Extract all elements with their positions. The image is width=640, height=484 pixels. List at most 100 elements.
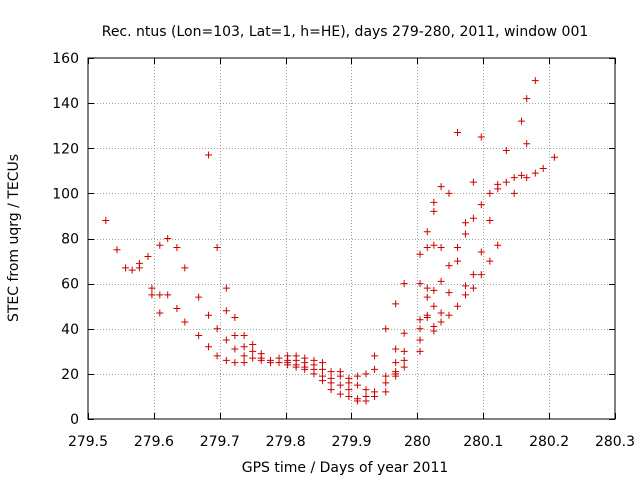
data-point [213,352,221,360]
data-point [195,332,203,340]
data-point [371,392,379,400]
data-point [454,302,462,310]
data-point [517,117,525,125]
data-point [240,343,248,351]
data-point [319,359,327,367]
data-point [156,291,164,299]
data-point [327,368,335,376]
data-point [531,169,539,177]
data-point [477,133,485,141]
data-point [213,244,221,252]
data-point [144,253,152,261]
data-point [445,311,453,319]
data-point [128,266,136,274]
data-point [461,291,469,299]
data-point [469,271,477,279]
data-point [362,370,370,378]
data-point [319,377,327,385]
data-point [257,356,265,364]
data-point [437,244,445,252]
data-point [437,318,445,326]
x-tick-label: 279.5 [68,434,108,450]
data-point [181,318,189,326]
data-point [430,198,438,206]
data-point [523,140,531,148]
data-point [336,390,344,398]
data-point [371,365,379,373]
data-point [205,343,213,351]
x-tick-label: 279.6 [134,434,174,450]
data-point [430,302,438,310]
data-point [416,250,424,258]
data-point [249,347,257,355]
data-point [437,277,445,285]
data-point [195,293,203,301]
data-point [382,388,390,396]
data-point [292,363,300,371]
data-point [327,379,335,387]
data-point [222,356,230,364]
data-point [301,365,309,373]
data-point [502,178,510,186]
y-tick-label: 120 [52,141,79,157]
data-point [423,293,431,301]
y-tick-label: 0 [70,412,79,428]
data-point [400,329,408,337]
data-point [284,361,292,369]
data-point [486,257,494,265]
data-point [148,284,156,292]
data-point [353,381,361,389]
data-point [461,230,469,238]
data-point [416,325,424,333]
y-tick-label: 100 [52,186,79,202]
x-tick-label: 280.1 [463,434,503,450]
data-point [371,352,379,360]
y-tick-label: 40 [61,322,79,338]
data-point [392,300,400,308]
data-point [437,183,445,191]
data-point [382,325,390,333]
data-point [362,386,370,394]
y-tick-label: 20 [61,367,79,383]
data-point [461,219,469,227]
data-point [205,151,213,159]
data-point [523,95,531,103]
data-point [249,341,257,349]
data-point [539,165,547,173]
chart-title: Rec. ntus (Lon=103, Lat=1, h=HE), days 2… [102,24,589,40]
data-point [423,313,431,321]
data-point [517,171,525,179]
data-point [423,228,431,236]
x-tick-label: 280.2 [529,434,569,450]
x-tick-label: 280.3 [595,434,635,450]
data-point [382,372,390,380]
data-point [416,280,424,288]
data-point [222,336,230,344]
data-point [240,359,248,367]
y-tick-label: 160 [52,51,79,67]
data-point [249,354,257,362]
data-point [231,345,239,353]
data-point [469,284,477,292]
data-point [400,347,408,355]
data-point [416,347,424,355]
data-point [327,386,335,394]
x-tick-label: 279.7 [200,434,240,450]
data-point [205,311,213,319]
data-point [122,264,130,272]
data-point [486,189,494,197]
data-point [486,216,494,224]
data-point [423,244,431,252]
data-point [353,372,361,380]
data-point [310,370,318,378]
data-point [173,304,181,312]
data-point [454,128,462,136]
data-point [164,235,172,242]
data-point [392,372,400,380]
data-point [336,372,344,380]
data-point [266,359,274,367]
data-point [494,241,502,249]
y-tick-label: 80 [61,232,79,248]
